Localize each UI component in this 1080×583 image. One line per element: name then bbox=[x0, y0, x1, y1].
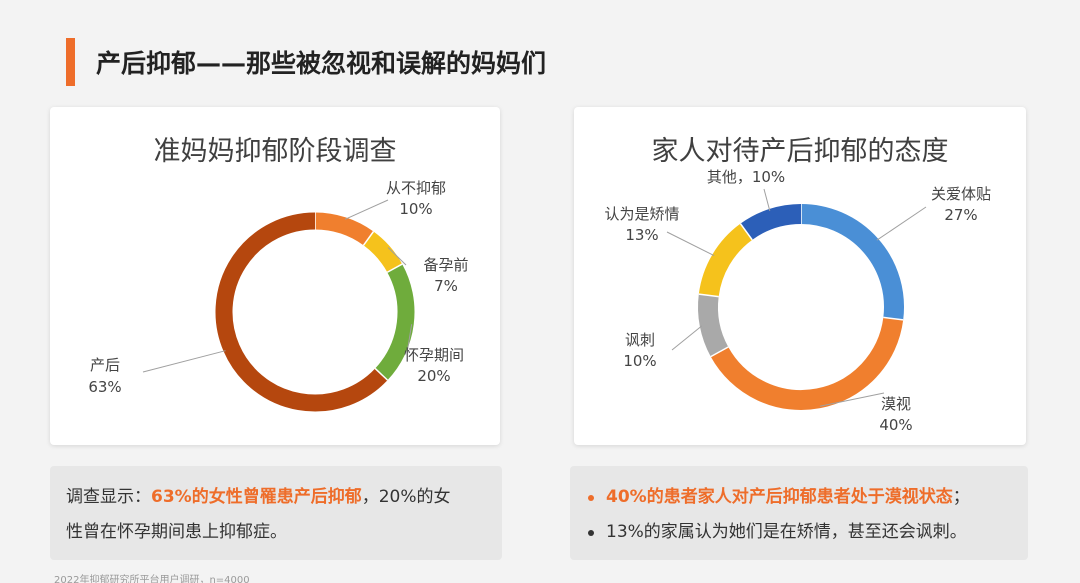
label-category-1: 备孕前 bbox=[423, 256, 468, 274]
label-category-4: 其他 bbox=[707, 168, 737, 186]
donut-chart-pregnancy-stage: 从不抑郁 10% 备孕前 7% 怀孕期间 20% 产后 63% bbox=[88, 179, 469, 412]
note-prefix: 调查显示： bbox=[66, 487, 151, 507]
label-category-0: 关爱体贴 bbox=[931, 185, 991, 203]
leader-line-4 bbox=[763, 188, 771, 212]
note-highlight: 63%的女性曾罹患产后抑郁 bbox=[151, 487, 362, 507]
survey-finding-note: 调查显示：63%的女性曾罹患产后抑郁，20%的女 性曾在怀孕期间患上抑郁症。 bbox=[50, 466, 502, 560]
leader-line-2 bbox=[406, 324, 413, 354]
donut-slice-0 bbox=[800, 204, 904, 320]
label-category-3: 产后 bbox=[90, 356, 120, 374]
svg-text:其他，10%: 其他，10% bbox=[707, 168, 785, 186]
family-attitude-note: 40%的患者家人对产后抑郁患者处于漠视状态； 13%的家属认为她们是在矫情，甚至… bbox=[570, 466, 1028, 560]
slice-separator bbox=[710, 346, 729, 358]
slice-separator bbox=[739, 223, 753, 241]
chart-title: 家人对待产后抑郁的态度 bbox=[651, 136, 949, 167]
slice-separator bbox=[698, 293, 719, 298]
slice-separator bbox=[362, 231, 375, 246]
bullet-text-1: 40%的患者家人对产后抑郁患者处于漠视状态 bbox=[606, 487, 953, 507]
source-footnote: 2022年抑郁研究所平台用户调研，n=4000 bbox=[54, 575, 250, 583]
bullet-dot-icon bbox=[588, 529, 594, 536]
chart-card-family-attitude: 家人对待产后抑郁的态度 关爱体贴 27% 漠视 40% 讽刺 10% 认为是矫情… bbox=[574, 107, 1026, 445]
label-separator: ， bbox=[737, 168, 752, 186]
leader-line-1 bbox=[819, 392, 885, 407]
label-value-4: 10% bbox=[752, 168, 785, 186]
label-value-2: 20% bbox=[417, 367, 450, 385]
label-value-3: 63% bbox=[88, 378, 121, 396]
bullet-dot-icon bbox=[588, 494, 594, 501]
label-value-3: 13% bbox=[625, 226, 658, 244]
leader-line-3 bbox=[666, 231, 715, 257]
slice-separator bbox=[883, 316, 904, 321]
slice-separator bbox=[386, 263, 403, 273]
donut-slice-2 bbox=[698, 294, 729, 357]
note-line-1: 调查显示：63%的女性曾罹患产后抑郁，20%的女 bbox=[66, 480, 486, 515]
bullet-item-2: 13%的家属认为她们是在矫情，甚至还会讽刺。 bbox=[586, 515, 1012, 550]
donut-slice-3 bbox=[215, 212, 388, 412]
note-line-2: 性曾在怀孕期间患上抑郁症。 bbox=[66, 522, 287, 542]
donut-slice-1 bbox=[710, 317, 904, 410]
chart-card-pregnancy-stage: 准妈妈抑郁阶段调查 从不抑郁 10% 备孕前 7% 怀孕期间 20% 产后 63… bbox=[50, 107, 500, 445]
page-title: 产后抑郁——那些被忽视和误解的妈妈们 bbox=[96, 49, 547, 78]
leader-line-3 bbox=[142, 350, 226, 373]
donut-chart-family-attitude: 关爱体贴 27% 漠视 40% 讽刺 10% 认为是矫情 13% 其他，10% bbox=[604, 168, 991, 434]
slice-separator bbox=[374, 367, 389, 381]
label-value-0: 10% bbox=[399, 200, 432, 218]
leader-line-2 bbox=[671, 325, 703, 351]
label-category-2: 怀孕期间 bbox=[404, 346, 464, 364]
bullet-text-2: 13%的家属认为她们是在矫情，甚至还会讽刺。 bbox=[606, 522, 967, 542]
title-accent-bar bbox=[66, 38, 75, 86]
bullet-item-1: 40%的患者家人对产后抑郁患者处于漠视状态； bbox=[586, 480, 1012, 515]
donut-slice-3 bbox=[698, 223, 753, 297]
label-value-1: 40% bbox=[879, 416, 912, 434]
label-category-0: 从不抑郁 bbox=[386, 179, 446, 197]
leader-line-1 bbox=[387, 247, 407, 266]
leader-line-0 bbox=[344, 199, 389, 220]
label-value-1: 7% bbox=[434, 277, 458, 295]
label-category-1: 漠视 bbox=[881, 395, 911, 413]
bullet-tail-1: ； bbox=[952, 487, 970, 507]
leader-line-0 bbox=[876, 206, 927, 241]
label-category-2: 讽刺 bbox=[625, 331, 655, 349]
note-rest: ，20%的女 bbox=[361, 487, 451, 507]
donut-slice-1 bbox=[363, 231, 403, 273]
donut-slice-0 bbox=[314, 212, 374, 246]
donut-slice-2 bbox=[374, 264, 415, 381]
label-category-3: 认为是矫情 bbox=[604, 205, 679, 223]
label-value-2: 10% bbox=[623, 352, 656, 370]
label-value-0: 27% bbox=[944, 206, 977, 224]
chart-title: 准妈妈抑郁阶段调查 bbox=[153, 136, 397, 167]
donut-slice-4 bbox=[740, 204, 802, 241]
